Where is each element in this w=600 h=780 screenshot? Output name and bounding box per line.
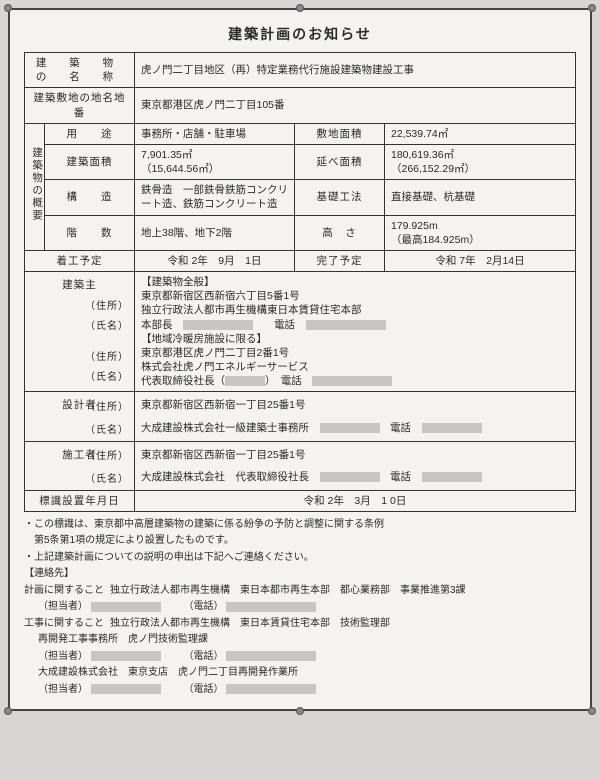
- contact-row: 工事に関すること独立行政法人都市再生機構 東日本賃貸住宅本部 技術監理部: [24, 617, 576, 632]
- value-designer: 東京都新宿区西新宿一丁目25番1号 大成建設株式会社一級建築士事務所 電話: [135, 392, 576, 441]
- label-floors: 階 数: [45, 215, 135, 250]
- page-title: 建築計画のお知らせ: [24, 20, 576, 52]
- table-row: 階 数 地上38階、地下2階 高 さ 179.925m （最高184.925m）: [25, 215, 576, 250]
- value-height: 179.925m （最高184.925m）: [385, 215, 576, 250]
- value-owner: 【建築物全般】 東京都新宿区西新宿六丁目5番1号 独立行政法人都市再生機構東日本…: [135, 272, 576, 392]
- table-row: 建 築 物 の 名 称 虎ノ門二丁目地区（再）特定業務代行施設建築物建設工事: [25, 53, 576, 88]
- main-table: 建 築 物 の 名 称 虎ノ門二丁目地区（再）特定業務代行施設建築物建設工事 建…: [24, 52, 576, 512]
- value-use: 事務所・店舗・駐車場: [135, 123, 295, 144]
- table-row: 施工者 （住所） （氏名） 東京都新宿区西新宿一丁目25番1号 大成建設株式会社…: [25, 441, 576, 490]
- screw-icon: [296, 4, 304, 12]
- table-row: 建築主 （住所） （氏名） （住所） （氏名） 【建築物全般】 東京都新宿区西新…: [25, 272, 576, 392]
- label-floor-area: 延べ面積: [295, 144, 385, 179]
- screw-icon: [296, 707, 304, 715]
- screw-icon: [588, 707, 596, 715]
- value-structure: 鉄骨造 一部鉄骨鉄筋コンクリート造、鉄筋コンクリート造: [135, 180, 295, 215]
- value-building-area: 7,901.35㎡ （15,644.56㎡）: [135, 144, 295, 179]
- contact-row: （担当者） （電話）: [24, 650, 576, 665]
- value-site-address: 東京都港区虎ノ門二丁目105番: [135, 88, 576, 123]
- screw-icon: [4, 4, 12, 12]
- note-line: 第5条第1項の規定により設置したものです。: [24, 534, 576, 549]
- label-structure: 構 造: [45, 180, 135, 215]
- label-building-name: 建 築 物 の 名 称: [25, 53, 135, 88]
- table-row: 建築物の概要 用 途 事務所・店舗・駐車場 敷地面積 22,539.74㎡: [25, 123, 576, 144]
- label-foundation: 基礎工法: [295, 180, 385, 215]
- label-sign-date: 標識設置年月日: [25, 490, 135, 511]
- label-owner: 建築主 （住所） （氏名） （住所） （氏名）: [25, 272, 135, 392]
- contact-row: 計画に関すること独立行政法人都市再生機構 東日本都市再生本部 都心業務部 事業推…: [24, 584, 576, 599]
- value-foundation: 直接基礎、杭基礎: [385, 180, 576, 215]
- value-floor-area: 180,619.36㎡ （266,152.29㎡）: [385, 144, 576, 179]
- table-row: 建築面積 7,901.35㎡ （15,644.56㎡） 延べ面積 180,619…: [25, 144, 576, 179]
- value-end-date: 令和 7年 2月14日: [385, 250, 576, 271]
- table-row: 設計者 （住所） （氏名） 東京都新宿区西新宿一丁目25番1号 大成建設株式会社…: [25, 392, 576, 441]
- contact-row: 再開発工事事務所 虎ノ門技術監理課: [24, 633, 576, 648]
- label-site-area: 敷地面積: [295, 123, 385, 144]
- label-use: 用 途: [45, 123, 135, 144]
- contact-row: 大成建設株式会社 東京支店 虎ノ門二丁目再開発作業所: [24, 666, 576, 681]
- contact-row: （担当者） （電話）: [24, 683, 576, 698]
- screw-icon: [4, 707, 12, 715]
- notes-section: ・この標識は、東京都中高層建築物の建築に係る紛争の予防と調整に関する条例 第5条…: [24, 518, 576, 698]
- value-start-date: 令和 2年 9月 1日: [135, 250, 295, 271]
- label-builder: 施工者 （住所） （氏名）: [25, 441, 135, 490]
- table-row: 着工予定 令和 2年 9月 1日 完了予定 令和 7年 2月14日: [25, 250, 576, 271]
- label-designer: 設計者 （住所） （氏名）: [25, 392, 135, 441]
- contact-row: （担当者） （電話）: [24, 600, 576, 615]
- label-site-address: 建築敷地の地名地番: [25, 88, 135, 123]
- notice-board: 建築計画のお知らせ 建 築 物 の 名 称 虎ノ門二丁目地区（再）特定業務代行施…: [8, 8, 592, 711]
- note-line: ・この標識は、東京都中高層建築物の建築に係る紛争の予防と調整に関する条例: [24, 518, 576, 533]
- value-building-name: 虎ノ門二丁目地区（再）特定業務代行施設建築物建設工事: [135, 53, 576, 88]
- value-site-area: 22,539.74㎡: [385, 123, 576, 144]
- label-building-area: 建築面積: [45, 144, 135, 179]
- table-row: 構 造 鉄骨造 一部鉄骨鉄筋コンクリート造、鉄筋コンクリート造 基礎工法 直接基…: [25, 180, 576, 215]
- table-row: 標識設置年月日 令和 2年 3月 1 0日: [25, 490, 576, 511]
- note-line: 【連絡先】: [24, 567, 576, 582]
- value-floors: 地上38階、地下2階: [135, 215, 295, 250]
- label-end-date: 完了予定: [295, 250, 385, 271]
- screw-icon: [588, 4, 596, 12]
- note-line: ・上記建築計画についての説明の申出は下記へご連絡ください。: [24, 551, 576, 566]
- table-row: 建築敷地の地名地番 東京都港区虎ノ門二丁目105番: [25, 88, 576, 123]
- value-sign-date: 令和 2年 3月 1 0日: [135, 490, 576, 511]
- label-height: 高 さ: [295, 215, 385, 250]
- label-start-date: 着工予定: [25, 250, 135, 271]
- value-builder: 東京都新宿区西新宿一丁目25番1号 大成建設株式会社 代表取締役社長 電話: [135, 441, 576, 490]
- label-overview: 建築物の概要: [25, 123, 45, 250]
